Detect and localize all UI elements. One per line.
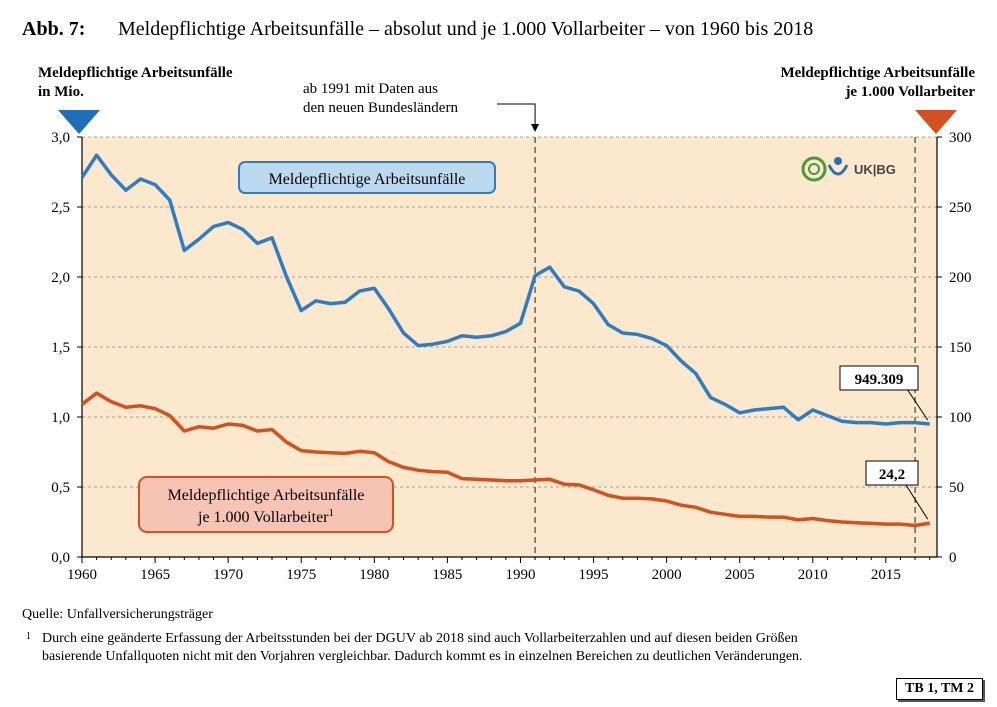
left-tick-label: 2,0 <box>51 270 70 286</box>
right-axis-title: Meldepflichtige Arbeitsunfälle je 1.000 … <box>780 64 975 102</box>
series-label-rate-line2: je 1.000 Vollarbeiter1 <box>197 507 334 526</box>
x-tick-label: 1995 <box>579 567 609 583</box>
right-axis-title-line1: Meldepflichtige Arbeitsunfälle <box>780 65 975 81</box>
left-tick-label: 0,5 <box>51 480 70 496</box>
left-tick-label: 1,0 <box>51 410 70 426</box>
end-label-leader-rate <box>905 484 929 520</box>
x-tick-label: 2000 <box>652 567 682 583</box>
annotation-line2: den neuen Bundesländern <box>303 100 458 116</box>
x-tick-label: 1975 <box>286 567 316 583</box>
right-axis-ticks: 0 50 100 150 200 250 300 <box>937 130 972 566</box>
left-tick-label: 1,5 <box>51 340 70 356</box>
x-tick-label: 1960 <box>67 567 97 583</box>
series-labels: Meldepflichtige Arbeitsunfälle Meldepflic… <box>138 161 929 533</box>
series-line-absolute <box>80 153 930 426</box>
left-axis-title-line1: Meldepflichtige Arbeitsunfälle <box>38 65 233 81</box>
right-axis-title-line2: je 1.000 Vollarbeiter <box>845 84 975 100</box>
right-tick-label: 0 <box>949 550 957 566</box>
left-axis-title: Meldepflichtige Arbeitsunfälle in Mio. <box>38 64 233 102</box>
series-label-absolute: Meldepflichtige Arbeitsunfälle <box>269 171 466 188</box>
series-label-box-rate <box>138 476 394 533</box>
left-tick-label: 0,0 <box>51 550 70 566</box>
ukbg-logo: UK|BG <box>801 156 896 182</box>
footnote-line1: Durch eine geänderte Erfassung der Arbei… <box>42 631 798 646</box>
x-tick-label: 1990 <box>505 567 535 583</box>
x-tick-label: 1985 <box>432 567 462 583</box>
source-note: Quelle: Unfallversicherungsträger <box>22 607 213 622</box>
x-tick-label: 2005 <box>725 567 755 583</box>
end-label-leader-absolute <box>906 388 929 421</box>
x-tick-label: 1980 <box>359 567 389 583</box>
left-axis-title-line2: in Mio. <box>38 84 84 100</box>
annotation-arrowhead <box>531 124 540 132</box>
x-tick-label: 1970 <box>213 567 243 583</box>
left-tick-label: 3,0 <box>51 130 70 146</box>
axis-markers <box>58 110 957 134</box>
logo-blue-arc-icon <box>827 164 849 176</box>
right-tick-label: 100 <box>949 410 972 426</box>
left-axis-ticks: 0,0 0,5 1,0 1,5 2,0 2,5 3,0 <box>51 130 82 566</box>
series-lines <box>80 153 930 528</box>
vertical-markers <box>497 103 916 557</box>
end-label-rate: 24,2 <box>879 467 905 483</box>
annotation-note: ab 1991 mit Daten aus den neuen Bundeslä… <box>303 80 458 118</box>
annotation-arrow <box>497 103 536 130</box>
footnote-text: Durch eine geänderte Erfassung der Arbei… <box>42 630 952 666</box>
right-tick-label: 250 <box>949 200 972 216</box>
x-tick-label: 1965 <box>140 567 170 583</box>
x-tick-label: 2015 <box>871 567 901 583</box>
left-tick-label: 2,5 <box>51 200 70 216</box>
left-axis-triangle <box>58 110 100 134</box>
grid-lines <box>82 136 937 488</box>
footnote-mark: 1 <box>26 631 31 642</box>
series-label-rate-footnote: 1 <box>329 507 335 519</box>
logo-green-inner-icon <box>808 163 820 175</box>
right-tick-label: 200 <box>949 270 972 286</box>
x-tick-label: 2010 <box>798 567 828 583</box>
end-label-box-absolute <box>839 365 919 391</box>
logo-blue-dot-icon <box>834 157 842 165</box>
figure-title: Meldepflichtige Arbeitsunfälle – absolut… <box>118 18 814 40</box>
series-label-box-absolute <box>238 161 496 194</box>
footnote-line2: basierende Unfallquoten nicht mit den Vo… <box>42 649 803 664</box>
annotation-line1: ab 1991 mit Daten aus <box>303 81 438 97</box>
right-tick-label: 50 <box>949 480 964 496</box>
right-tick-label: 150 <box>949 340 972 356</box>
x-axis-ticks: 1960 1965 1970 1975 1980 1985 1990 1995 2000 2005… <box>67 557 931 583</box>
table-reference-tag: TB 1, TM 2 <box>896 678 983 700</box>
end-label-box-rate <box>865 460 919 486</box>
logo-green-icon <box>801 156 827 182</box>
logo-text: UK|BG <box>854 162 896 177</box>
right-axis-triangle <box>915 110 957 134</box>
series-line-rate <box>80 391 930 528</box>
end-label-absolute: 949.309 <box>855 372 904 388</box>
right-tick-label: 300 <box>949 130 972 146</box>
figure-number: Abb. 7: <box>22 18 86 40</box>
series-label-rate-line1: Meldepflichtige Arbeitsunfälle <box>168 487 365 504</box>
